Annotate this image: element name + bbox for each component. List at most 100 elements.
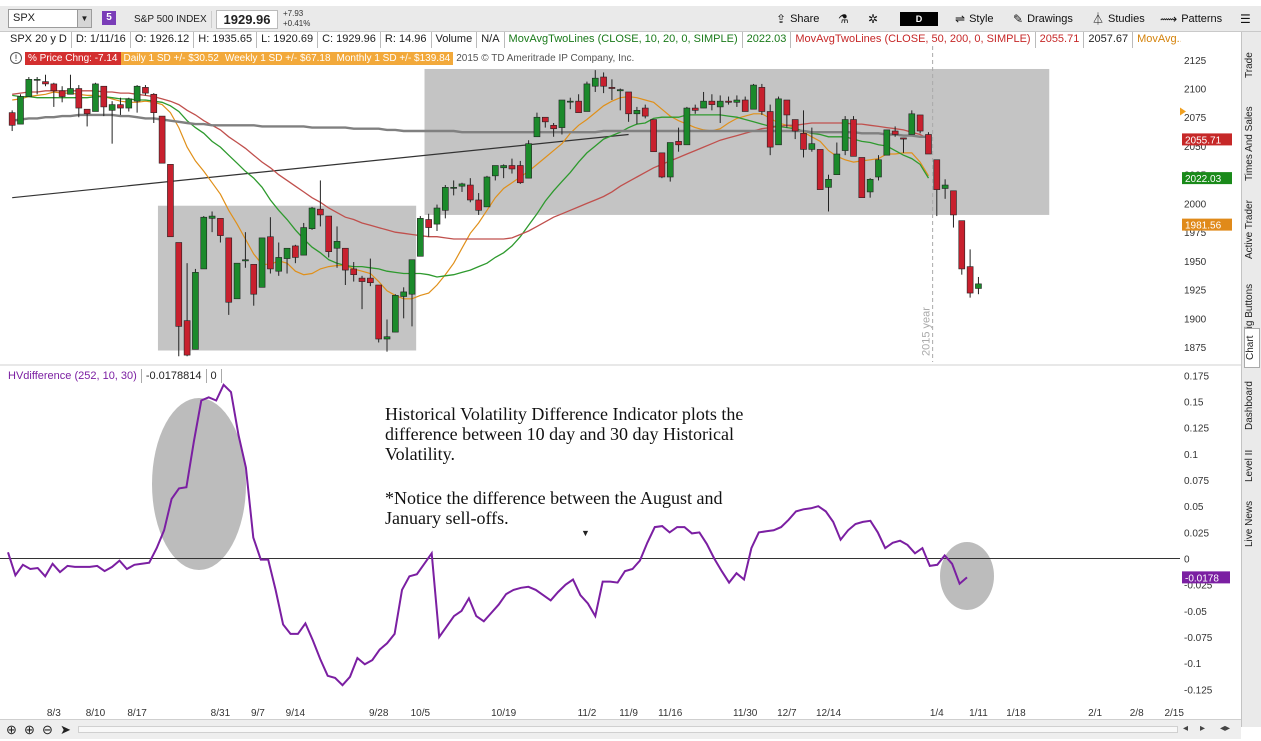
candle bbox=[475, 193, 482, 215]
candle-body bbox=[458, 183, 466, 187]
candle bbox=[841, 116, 849, 156]
candle-body bbox=[400, 291, 407, 297]
candle-body bbox=[150, 93, 158, 113]
candle bbox=[791, 119, 799, 140]
top-toolbar: SPX ▼ 5 S&P 500 INDEX 1929.96 +7.93 +0.4… bbox=[0, 6, 1261, 32]
style-button[interactable]: ⇌ Style bbox=[955, 10, 994, 29]
date-tick-label: 10/5 bbox=[411, 708, 431, 719]
symbol-dropdown-icon[interactable]: ▼ bbox=[77, 10, 91, 27]
candle-body bbox=[800, 133, 807, 150]
studies-button[interactable]: ⏃ Studies bbox=[1092, 10, 1145, 29]
candle-body bbox=[333, 241, 341, 249]
candle-body bbox=[675, 141, 682, 146]
zoom-in-icon[interactable]: ⊕ bbox=[24, 722, 35, 737]
settings-button[interactable]: ✲ bbox=[868, 10, 878, 29]
candle bbox=[666, 142, 674, 182]
candle bbox=[283, 247, 291, 274]
candle bbox=[300, 222, 308, 256]
candle bbox=[350, 262, 357, 282]
hv-tick-label: 0.05 bbox=[1184, 502, 1204, 513]
candle bbox=[217, 218, 224, 243]
hv-tick-label: -0.1 bbox=[1184, 659, 1202, 670]
tab-live-news[interactable]: Live News bbox=[1244, 500, 1255, 548]
date-tick-label: 12/7 bbox=[777, 708, 797, 719]
last-price: 1929.96 bbox=[216, 10, 278, 29]
zoom-out-icon[interactable]: ⊖ bbox=[42, 722, 53, 737]
flask-button[interactable]: ⚗ bbox=[838, 10, 849, 29]
candle-body bbox=[250, 264, 258, 295]
candle-body bbox=[183, 320, 191, 356]
time-scrollbar[interactable] bbox=[78, 726, 1178, 733]
date-tick-label: 8/3 bbox=[47, 708, 61, 719]
candle-body bbox=[966, 266, 974, 294]
pointer-icon[interactable]: ➤ bbox=[60, 722, 71, 737]
info-icon[interactable]: ! bbox=[10, 52, 22, 64]
candle bbox=[183, 263, 191, 357]
candle-body bbox=[275, 257, 283, 272]
tab-dashboard[interactable]: Dashboard bbox=[1244, 381, 1255, 431]
bottom-bar: ⊕ ⊕ ⊖ ➤ ◂ ▸ ◂▸ bbox=[0, 719, 1241, 739]
tab-trade[interactable]: Trade bbox=[1244, 52, 1255, 78]
symbol-input[interactable]: SPX ▼ bbox=[8, 9, 92, 28]
candle bbox=[900, 137, 907, 153]
ma-slow-value-2: 2057.67 bbox=[1084, 32, 1134, 48]
drawings-button[interactable]: ✎ Drawings bbox=[1013, 10, 1073, 29]
candle bbox=[683, 106, 691, 146]
candle-body bbox=[417, 218, 424, 257]
candle-body bbox=[625, 91, 632, 115]
candle-body bbox=[541, 116, 549, 123]
link-group-badge[interactable]: 5 bbox=[102, 11, 116, 25]
price-info-bar: SPX 20 y D D: 1/11/16 O: 1926.12 H: 1935… bbox=[6, 32, 1181, 48]
price-tick-label: 2000 bbox=[1184, 199, 1207, 210]
expand-icon[interactable]: ◂▸ bbox=[1220, 723, 1231, 734]
candle bbox=[158, 115, 166, 164]
tab-level-ii[interactable]: Level II bbox=[1244, 449, 1255, 483]
ellipse-january-selloff bbox=[940, 542, 994, 610]
candle-body bbox=[292, 245, 299, 258]
hv-zero: 0 bbox=[207, 369, 222, 383]
candle-body bbox=[317, 208, 324, 216]
date-tick-label: 9/7 bbox=[251, 708, 265, 719]
candle bbox=[400, 287, 407, 319]
patterns-button[interactable]: ⟿ Patterns bbox=[1160, 10, 1222, 29]
tab-chart[interactable]: Chart bbox=[1244, 328, 1260, 368]
gear-icon: ✲ bbox=[868, 12, 879, 26]
chart-canvas[interactable]: 2015 year 187519001925195019752000202520… bbox=[0, 0, 1241, 719]
candle-body bbox=[58, 90, 66, 97]
candle bbox=[392, 294, 399, 333]
scroll-right-icon[interactable]: ▸ bbox=[1200, 723, 1206, 734]
candle bbox=[483, 175, 491, 208]
price-tick-label: 1975 bbox=[1184, 228, 1207, 239]
pan-icon[interactable]: ⊕ bbox=[6, 722, 17, 737]
candle bbox=[433, 204, 441, 232]
menu-button[interactable]: ☰ bbox=[1240, 10, 1251, 29]
date-tick-label: 1/4 bbox=[930, 708, 944, 719]
candle-body bbox=[683, 107, 691, 146]
style-icon: ⇌ bbox=[955, 12, 966, 26]
hv-tick-label: 0 bbox=[1184, 555, 1190, 566]
candle-body bbox=[725, 100, 732, 103]
price-tag-label: 2055.71 bbox=[1185, 135, 1222, 146]
aggregation-button[interactable]: D bbox=[900, 12, 938, 26]
candle bbox=[150, 93, 158, 123]
candle bbox=[225, 237, 233, 315]
candle bbox=[516, 160, 524, 184]
candle bbox=[775, 96, 782, 146]
candle bbox=[83, 108, 91, 127]
change-box: +7.93 +0.41% bbox=[283, 9, 310, 29]
candle bbox=[258, 237, 266, 288]
candle-body bbox=[358, 277, 366, 282]
scroll-left-icon[interactable]: ◂ bbox=[1183, 723, 1189, 734]
share-button[interactable]: ⇪ Share bbox=[776, 10, 819, 29]
candle-body bbox=[308, 207, 316, 230]
candle bbox=[42, 74, 49, 87]
candle bbox=[891, 126, 899, 137]
candle bbox=[375, 284, 382, 343]
candle bbox=[758, 83, 766, 115]
candle-body bbox=[766, 111, 774, 148]
candle-body bbox=[67, 88, 74, 95]
candle-body bbox=[575, 100, 582, 113]
hv-tick-label: -0.05 bbox=[1184, 607, 1207, 618]
candle-body bbox=[450, 187, 457, 189]
candle-body bbox=[975, 283, 982, 289]
